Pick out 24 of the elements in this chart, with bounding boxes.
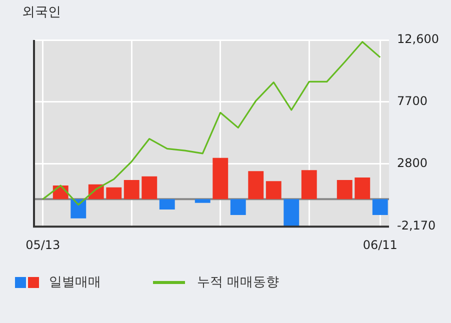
bar	[354, 177, 370, 200]
bar	[301, 170, 317, 200]
x-tick-label: 05/13	[26, 238, 60, 252]
bar	[336, 180, 352, 200]
y-tick-label: 7700	[397, 94, 428, 108]
legend-label: 일별매매	[49, 274, 101, 291]
bar	[248, 171, 264, 200]
y-tick-label: 2800	[397, 156, 428, 170]
chart-title: 외국인	[22, 4, 61, 21]
bar	[70, 199, 86, 218]
bar	[106, 187, 122, 200]
bar	[372, 199, 388, 215]
y-tick-label: -2,170	[397, 218, 436, 233]
y-tick-label: 12,600	[397, 32, 440, 46]
bar	[266, 181, 282, 200]
bar	[230, 199, 246, 215]
bar	[124, 180, 140, 200]
bar	[159, 199, 175, 210]
bar	[212, 158, 228, 200]
legend-label: 누적 매매동향	[197, 274, 280, 291]
bar	[142, 176, 158, 200]
x-tick-label: 06/11	[362, 238, 398, 252]
bar	[194, 199, 210, 203]
bar	[284, 199, 300, 226]
